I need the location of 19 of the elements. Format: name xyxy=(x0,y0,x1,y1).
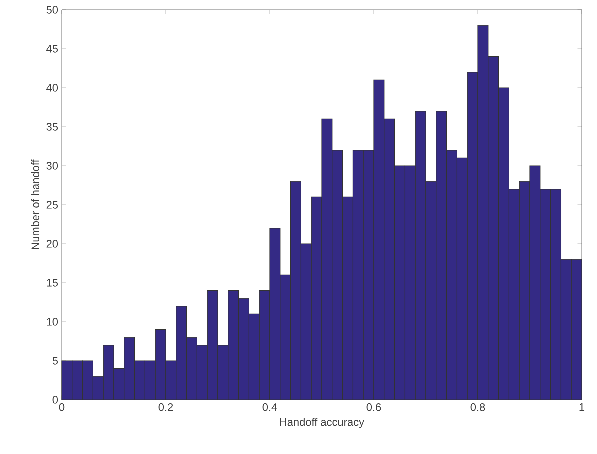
y-tick-label: 25 xyxy=(46,201,58,209)
x-tick-label: 0.6 xyxy=(366,404,382,412)
y-tick-label: 15 xyxy=(47,279,58,287)
y-tick-label: 10 xyxy=(47,318,58,326)
y-tick-label: 0 xyxy=(52,396,58,404)
x-tick-label: 0.8 xyxy=(470,404,486,412)
x-tick-label: 0 xyxy=(59,404,65,412)
y-tick-label: 40 xyxy=(46,84,58,92)
y-tick-label: 30 xyxy=(46,162,58,170)
x-tick-label: 0.2 xyxy=(158,404,174,412)
y-tick-label: 45 xyxy=(46,45,58,53)
x-tick-label: 0.4 xyxy=(262,404,278,412)
x-axis-title: Handoff accuracy xyxy=(280,418,364,428)
y-tick-label: 35 xyxy=(46,123,58,131)
y-tick-label: 50 xyxy=(46,6,58,14)
y-tick-label: 20 xyxy=(46,240,58,248)
x-tick-label: 1 xyxy=(580,404,585,412)
y-axis-title: Number of handoff xyxy=(31,160,40,250)
y-tick-label: 5 xyxy=(52,357,58,365)
